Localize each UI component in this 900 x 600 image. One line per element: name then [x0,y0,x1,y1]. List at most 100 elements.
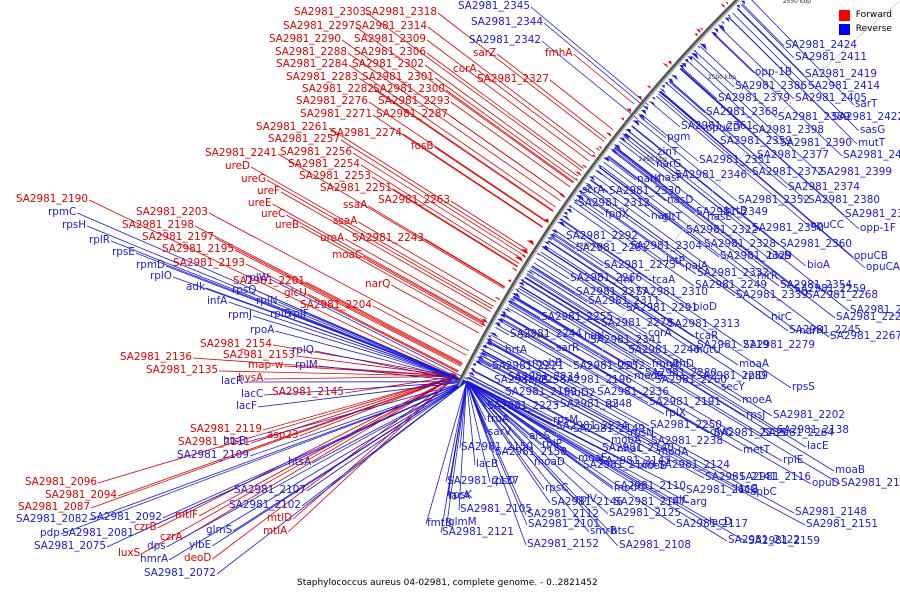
reverse-gene-label: opuD [812,477,840,489]
reverse-feature-arrow [467,372,475,377]
forward-connector-line [348,64,557,208]
reverse-connector-line [247,381,467,443]
reverse-gene-label: SA2981_2374 [788,181,860,193]
forward-connector-line [141,375,457,555]
reverse-connector-line [466,381,527,546]
forward-gene-label: SA2981_2087 [18,501,90,513]
reverse-feature-arrow [687,56,693,62]
reverse-connector-line [309,314,467,383]
reverse-connector-line [509,302,617,366]
reverse-connector-line [466,380,686,492]
reverse-gene-label: fhuD2 [564,387,596,399]
forward-connector-line [192,357,456,377]
reverse-feature-arrow [525,270,535,276]
reverse-gene-label: lacC [241,388,264,400]
reverse-connector-line [658,93,752,174]
reverse-gene-label: SA2981_2405 [795,92,867,104]
forward-connector-line [424,238,506,288]
reverse-gene-label: bioD [693,301,717,313]
reverse-connector-line [445,381,467,483]
reverse-connector-line [574,201,695,287]
reverse-connector-line [614,146,836,319]
reverse-connector-line [536,258,570,280]
reverse-gene-label: rpsD [491,475,516,487]
reverse-gene-label: SA2981_2245 [789,324,861,336]
reverse-gene-label: SA2981_2224 [556,420,628,432]
forward-gene-label: ureE [248,197,272,209]
reverse-connector-line [600,165,830,338]
forward-gene-label: SA2981_2288 [275,46,347,58]
reverse-connector-line [623,135,675,177]
forward-feature-arrow [598,146,602,150]
reverse-connector-line [482,350,750,494]
forward-gene-label: SA2981_2303 [294,6,366,18]
reverse-connector-line [466,381,619,547]
reverse-gene-label: glmM [448,516,477,528]
legend-reverse-label: Reverse [855,24,892,34]
reverse-gene-label: moeB [637,460,667,472]
reverse-gene-label: SA2981_2304 [630,240,702,252]
forward-gene-label: SA2981_2257 [268,133,340,145]
reverse-connector-line [540,251,696,352]
reverse-feature-arrow [494,322,501,327]
reverse-gene-label: SA2981_2279 [743,339,815,351]
reverse-gene-label: SA2981_2148 [795,506,867,518]
reverse-feature-arrow [720,20,725,25]
reverse-gene-label: gltT [662,211,682,223]
reverse-connector-line [524,277,601,325]
reverse-gene-label: hutI [584,330,605,342]
forward-gene-label: moaC [332,249,363,261]
reverse-connector-line [211,381,467,547]
forward-gene-label: SA2981_2284 [276,58,348,70]
ruler-tick-label: 2550 kbp [782,0,811,5]
reverse-feature-arrow [643,106,649,111]
forward-feature-arrow [667,61,672,65]
ruler-tick-label: 2500 kbp [707,74,736,82]
reverse-connector-line [466,381,545,490]
forward-gene-label: SA2981_2204 [300,299,372,311]
reverse-connector-line [502,313,743,452]
reverse-gene-label: rpsN [630,427,655,439]
reverse-connector-line [593,175,651,218]
reverse-gene-label: zinT [657,146,679,158]
reverse-gene-label: lctP [666,255,685,267]
forward-feature-arrow [526,240,535,246]
reverse-connector-line [554,230,792,389]
forward-connector-line [305,281,463,364]
reverse-connector-line [162,381,467,519]
reverse-connector-line [751,0,855,106]
reverse-connector-line [737,8,805,76]
reverse-connector-line [589,179,799,333]
reverse-feature-arrow [508,298,516,303]
reverse-gene-label: tcaA [652,274,676,286]
forward-feature-arrow [646,85,651,89]
forward-connector-line [437,12,605,142]
reverse-connector-line [466,381,527,516]
reverse-gene-label: SA2981_2246 [628,344,700,356]
forward-feature-arrow [626,108,631,113]
reverse-gene-label: hutU [696,344,721,356]
forward-gene-label: SA2981_2136 [120,351,192,363]
forward-gene-label: sarZ [473,47,497,59]
reverse-gene-label: arg [690,496,708,508]
forward-connector-line [358,221,497,303]
reverse-gene-label: rpmC [48,206,77,218]
forward-feature-arrow [694,33,698,37]
forward-gene-label: luxS [118,547,141,559]
reverse-gene-label: rplE [783,454,804,466]
reverse-connector-line [60,381,467,535]
reverse-gene-label: SA2981_2399 [820,166,892,178]
reverse-connector-line [577,196,605,216]
reverse-feature-arrow [618,137,626,143]
reverse-gene-label: rpsJ [746,409,766,421]
forward-gene-label: SA2981_2094 [45,489,117,501]
reverse-connector-line [631,125,780,246]
reverse-connector-line [466,381,609,515]
forward-gene-label: ureG [241,173,267,185]
reverse-gene-label: mobB [532,357,563,369]
reverse-connector-line [590,178,609,193]
reverse-feature-arrow [632,120,640,127]
reverse-connector-line [481,352,806,526]
forward-gene-label: mtlD [267,512,293,524]
forward-gene-label: ureF [257,185,280,197]
